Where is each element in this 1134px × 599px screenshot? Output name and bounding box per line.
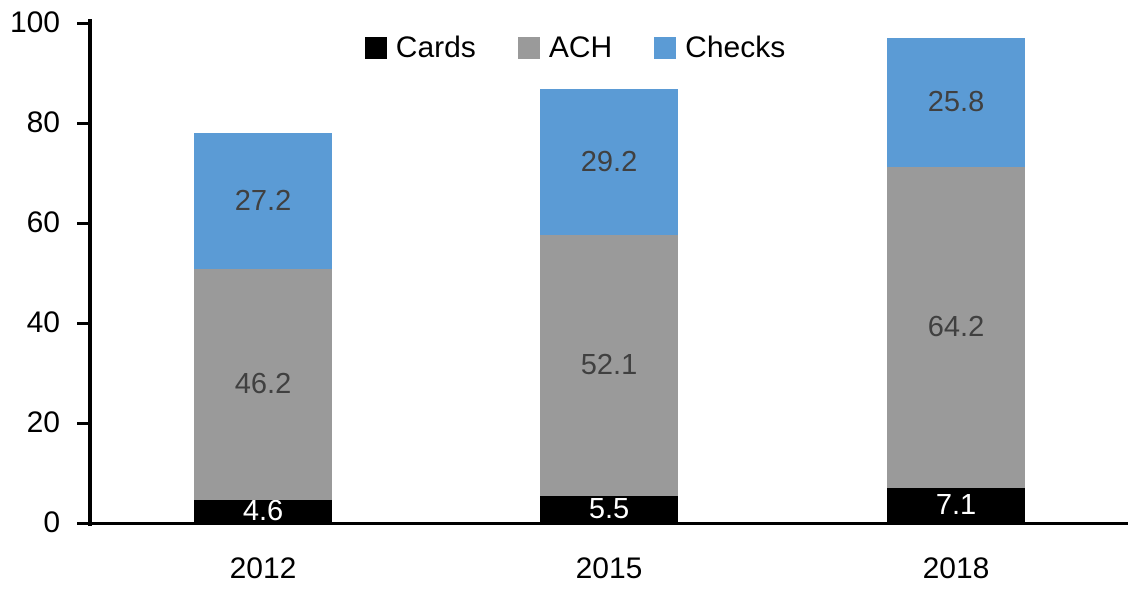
bar-value-label: 29.2: [580, 145, 638, 178]
bar-segment-ach-2012: 46.2: [194, 269, 332, 500]
x-axis-label-2018: 2018: [922, 552, 990, 585]
y-axis-tick-label: 20: [26, 406, 60, 439]
y-axis-line: [88, 19, 92, 526]
x-axis-label-2015: 2015: [575, 552, 643, 585]
bar-value-label: 27.2: [234, 184, 292, 217]
legend-swatch-ach: [517, 37, 540, 59]
y-axis-tick-mark: [77, 322, 88, 325]
bar-segment-cards-2015: 5.5: [540, 492, 678, 525]
legend-swatch-cards: [364, 37, 387, 59]
legend-label-ach: ACH: [548, 31, 613, 64]
bar-value-label: 7.1: [935, 488, 977, 521]
y-axis-tick-label: 80: [26, 106, 60, 139]
y-axis-tick-mark: [77, 222, 88, 225]
bar-segment-cards-2012: 4.6: [194, 495, 332, 527]
y-axis-tick-mark: [77, 522, 88, 525]
y-axis-tick-label: 40: [26, 306, 60, 339]
legend-item-cards: Cards: [364, 31, 476, 64]
legend-item-ach: ACH: [517, 31, 613, 64]
bar-segment-ach-2018: 64.2: [887, 166, 1025, 488]
legend-label-checks: Checks: [685, 31, 786, 64]
y-axis-tick-mark: [77, 22, 88, 25]
bar-segment-cards-2018: 7.1: [887, 487, 1025, 523]
y-axis-tick-label: 60: [26, 206, 60, 239]
legend-swatch-checks: [654, 37, 677, 59]
bar-segment-ach-2015: 52.1: [540, 235, 678, 496]
bar-value-label: 46.2: [234, 368, 292, 400]
legend-label-cards: Cards: [395, 31, 476, 64]
x-axis-line: [88, 522, 1128, 525]
x-axis-label-2012: 2012: [229, 552, 297, 585]
bar-value-label: 25.8: [927, 85, 985, 118]
chart-legend: Cards ACH Checks: [8, 33, 1134, 63]
bar-segment-checks-2015: 29.2: [540, 89, 678, 235]
bar-segment-checks-2012: 27.2: [194, 133, 332, 269]
bar-value-label: 52.1: [580, 348, 638, 381]
y-axis-tick-mark: [77, 422, 88, 425]
bar-value-label: 4.6: [242, 495, 284, 527]
y-axis-tick-label: 0: [43, 506, 60, 539]
bar-segment-checks-2018: 25.8: [887, 37, 1025, 167]
y-axis-tick-label: 100: [9, 6, 60, 39]
bar-value-label: 5.5: [588, 492, 630, 525]
legend-item-checks: Checks: [654, 33, 785, 63]
bar-value-label: 64.2: [927, 310, 985, 343]
y-axis-tick-mark: [77, 122, 88, 125]
